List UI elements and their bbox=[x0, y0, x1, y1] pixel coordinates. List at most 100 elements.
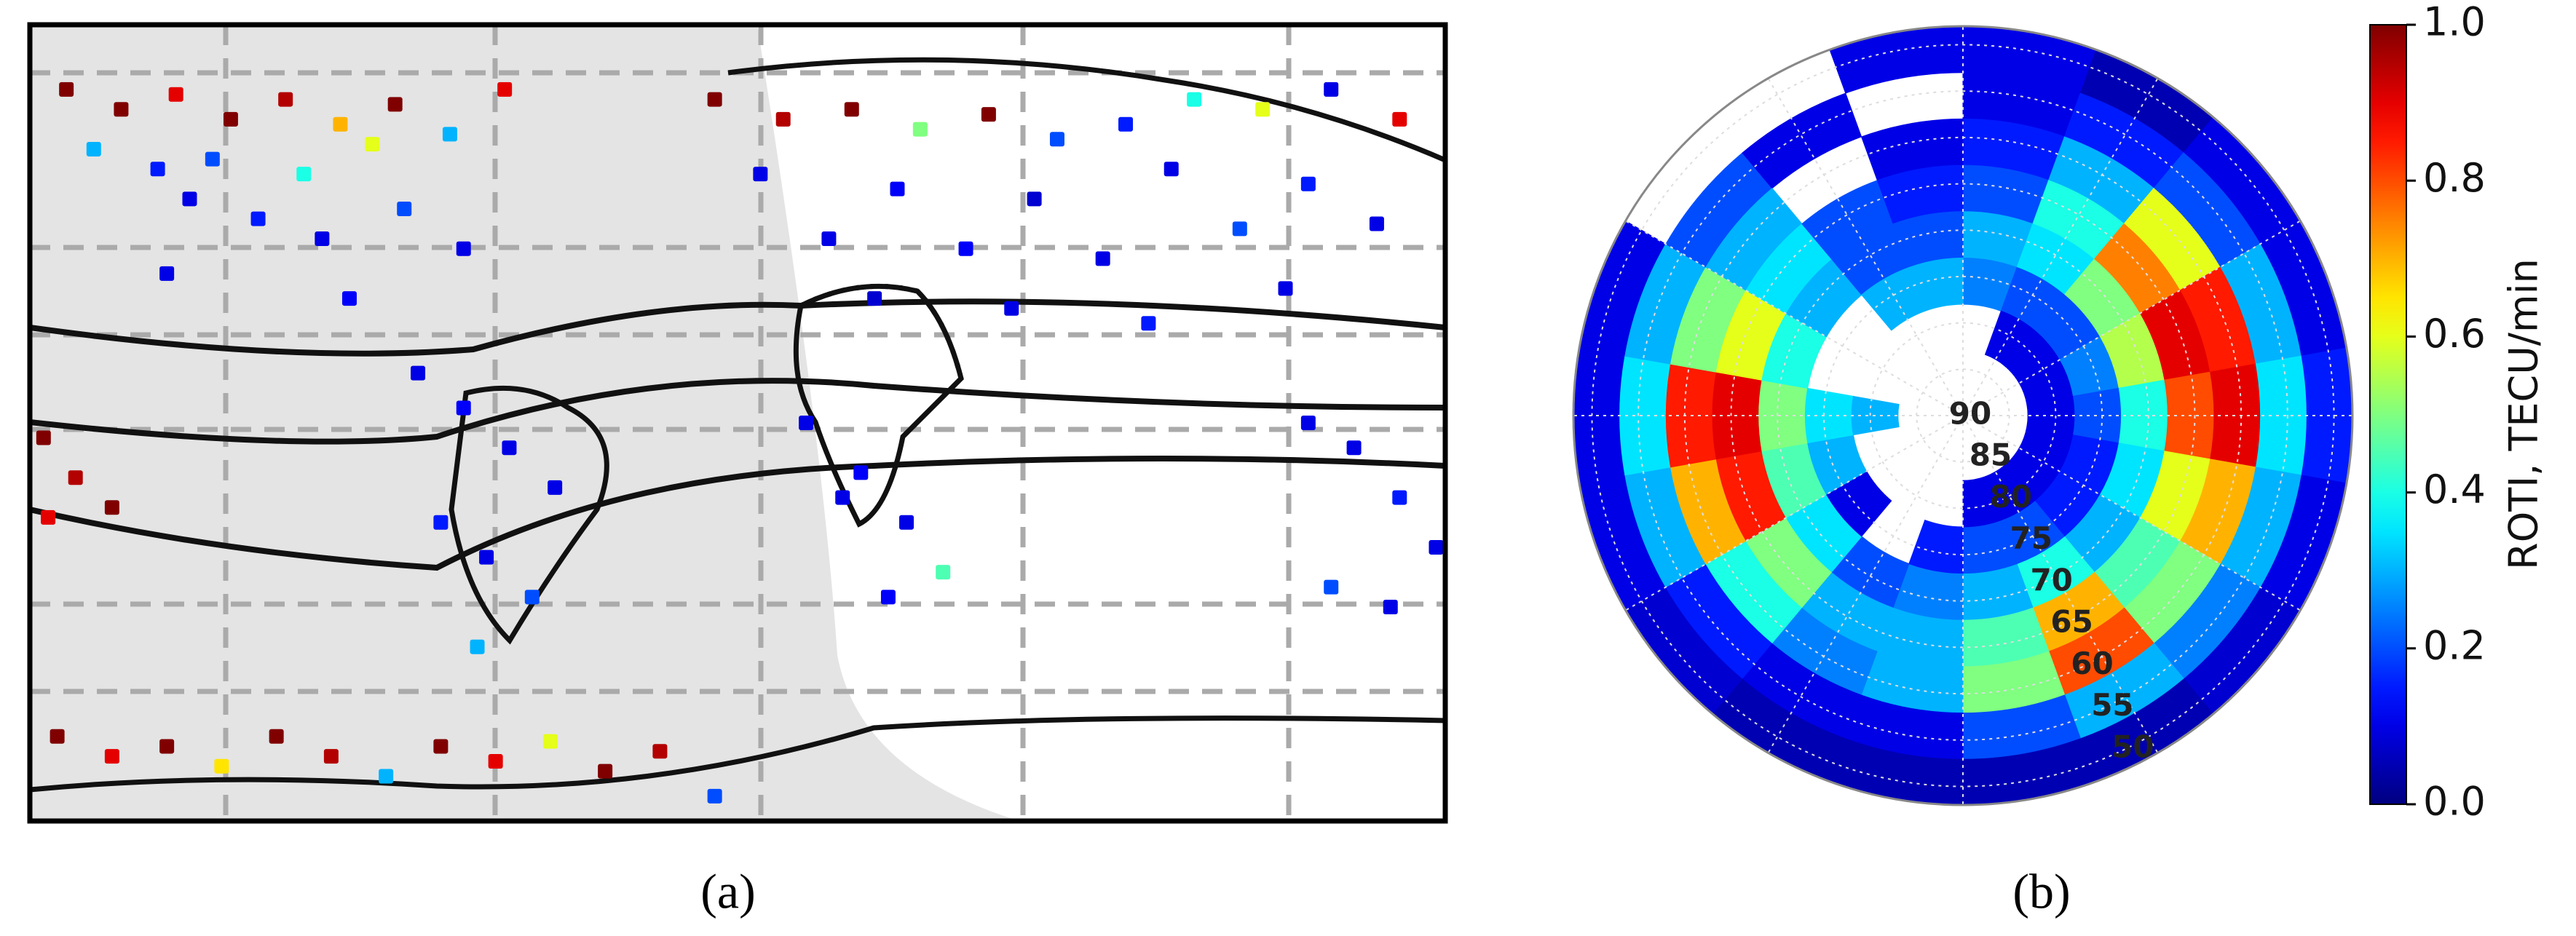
colorbar-tick-label: 0.2 bbox=[2423, 622, 2486, 668]
data-point bbox=[433, 739, 449, 754]
grid-circle bbox=[1683, 136, 2243, 695]
data-point bbox=[341, 291, 357, 306]
grid-circle bbox=[1777, 229, 2149, 602]
data-point bbox=[598, 764, 613, 779]
data-point bbox=[269, 729, 284, 744]
polar-cell bbox=[1573, 347, 1626, 484]
data-point bbox=[1383, 599, 1398, 614]
polar-cell bbox=[2300, 347, 2353, 484]
data-point bbox=[853, 465, 869, 480]
data-point bbox=[880, 590, 896, 605]
data-point bbox=[159, 266, 175, 281]
colorbar-tick-label: 0.8 bbox=[2423, 155, 2486, 201]
data-point bbox=[1278, 281, 1293, 296]
colorbar-tick-label: 0.0 bbox=[2423, 779, 2486, 825]
data-point bbox=[1187, 92, 1202, 107]
grid-circle bbox=[1591, 44, 2335, 788]
data-point bbox=[456, 400, 471, 416]
radial-tick-label: 55 bbox=[2091, 687, 2133, 723]
data-point bbox=[1004, 301, 1019, 316]
data-point bbox=[867, 291, 882, 306]
data-point bbox=[1392, 490, 1407, 505]
polar-cell bbox=[1829, 25, 1964, 94]
data-point bbox=[1118, 116, 1134, 132]
data-point bbox=[1346, 440, 1362, 456]
grid-circle bbox=[1916, 368, 2010, 463]
data-point bbox=[114, 102, 129, 117]
data-point bbox=[502, 440, 517, 456]
data-point bbox=[379, 769, 394, 784]
data-point bbox=[59, 82, 74, 97]
polar-cell bbox=[1908, 257, 1964, 312]
data-point bbox=[799, 416, 814, 430]
data-point bbox=[223, 111, 238, 127]
data-point bbox=[333, 116, 348, 132]
radial-tick-label: 85 bbox=[1969, 437, 2012, 473]
radial-tick-label: 75 bbox=[2010, 520, 2052, 556]
data-point bbox=[844, 102, 859, 117]
data-point bbox=[1027, 191, 1042, 207]
polar-cell bbox=[1742, 92, 1862, 189]
data-point bbox=[397, 201, 412, 216]
data-point bbox=[411, 365, 426, 381]
grid-circle bbox=[1637, 90, 2288, 741]
data-point bbox=[41, 509, 56, 525]
data-point bbox=[159, 739, 175, 754]
data-point bbox=[548, 480, 563, 495]
data-point bbox=[1429, 539, 1444, 555]
data-point bbox=[68, 470, 83, 485]
grid-circle bbox=[1822, 275, 2103, 556]
colorbar-tick-label: 0.4 bbox=[2423, 467, 2486, 512]
data-point bbox=[323, 749, 339, 764]
data-point bbox=[497, 82, 513, 97]
data-point bbox=[456, 241, 471, 256]
data-point bbox=[912, 122, 928, 137]
grid-circle bbox=[1869, 322, 2057, 509]
data-point bbox=[315, 231, 330, 247]
data-point bbox=[542, 734, 558, 749]
data-point bbox=[168, 87, 183, 102]
data-point bbox=[104, 749, 119, 764]
data-point bbox=[296, 167, 312, 182]
colorbar-label: ROTI, TECU/min bbox=[2501, 258, 2547, 570]
data-point bbox=[1163, 162, 1179, 177]
data-point bbox=[250, 211, 266, 226]
radial-tick-label: 90 bbox=[1949, 396, 1991, 432]
data-point bbox=[753, 167, 768, 182]
data-point bbox=[278, 92, 293, 107]
data-point bbox=[890, 181, 905, 197]
data-point bbox=[936, 565, 951, 580]
data-point bbox=[707, 788, 722, 804]
data-point bbox=[1095, 251, 1110, 266]
panel-label: (b) bbox=[2012, 864, 2070, 919]
grid-circle bbox=[1730, 183, 2196, 649]
data-point bbox=[707, 92, 722, 107]
data-point bbox=[775, 111, 791, 127]
data-point bbox=[387, 97, 403, 112]
data-point bbox=[50, 729, 65, 744]
panel-label: (a) bbox=[700, 864, 755, 919]
data-point bbox=[433, 515, 449, 530]
data-point bbox=[1255, 102, 1271, 117]
data-point bbox=[524, 590, 540, 605]
data-point bbox=[479, 550, 494, 565]
colorbar bbox=[2369, 24, 2407, 805]
data-point bbox=[899, 515, 914, 530]
data-point bbox=[1232, 221, 1247, 237]
map-frame bbox=[27, 22, 1448, 824]
data-point bbox=[835, 490, 850, 505]
data-point bbox=[1369, 216, 1384, 231]
data-point bbox=[958, 241, 973, 256]
data-point bbox=[365, 137, 380, 152]
data-point bbox=[214, 758, 229, 774]
data-point bbox=[86, 141, 101, 156]
radial-tick-label: 70 bbox=[2030, 562, 2072, 598]
data-point bbox=[1392, 111, 1407, 127]
radial-tick-label: 80 bbox=[1990, 479, 2032, 515]
data-point bbox=[1141, 316, 1156, 331]
data-point bbox=[150, 162, 165, 177]
polar-cell bbox=[1908, 519, 1964, 574]
colorbar-tick-label: 0.6 bbox=[2423, 311, 2486, 357]
